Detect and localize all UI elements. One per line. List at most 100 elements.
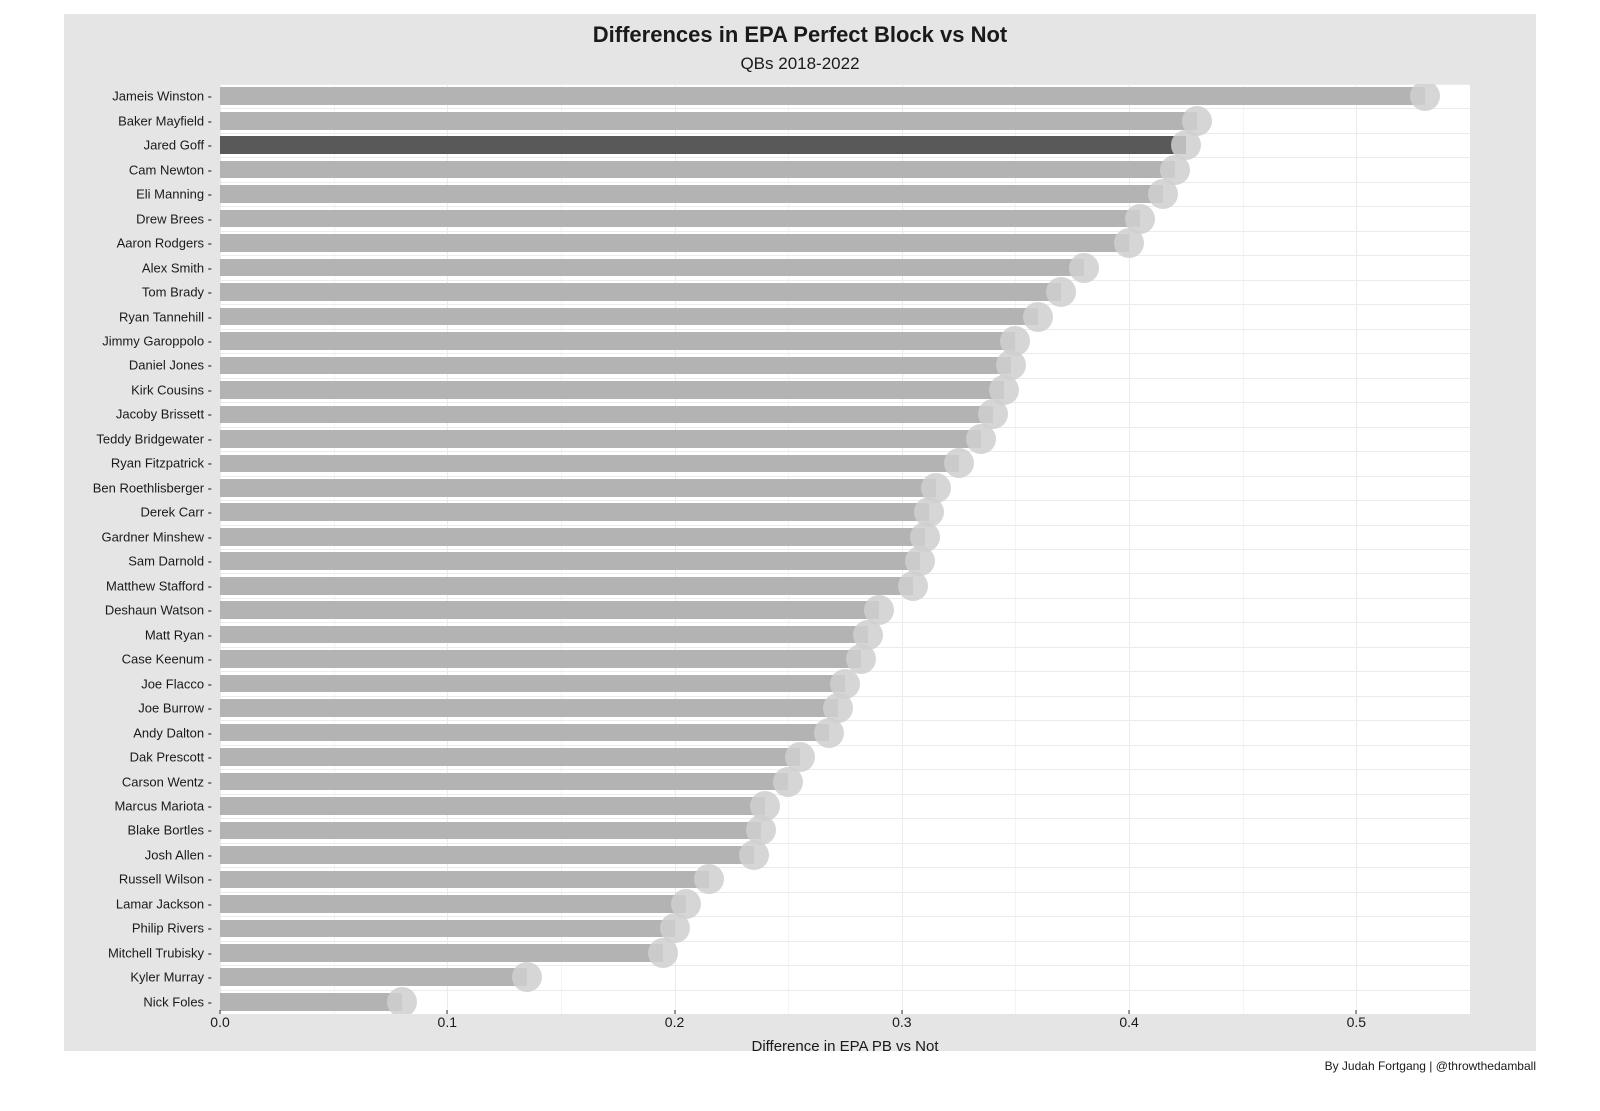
y-axis-label: Joe Flacco - [141, 676, 212, 691]
bar [220, 357, 1011, 375]
y-axis-label: Sam Darnold - [128, 554, 212, 569]
gridline-horizontal [220, 549, 1470, 550]
gridline-horizontal [220, 329, 1470, 330]
y-axis-label: Cam Newton - [129, 162, 212, 177]
y-axis-label: Mitchell Trubisky - [108, 945, 212, 960]
bar-fill [220, 773, 788, 791]
y-axis-label: Eli Manning - [136, 187, 212, 202]
bar [220, 308, 1038, 326]
gridline-horizontal [220, 745, 1470, 746]
y-axis-label: Jimmy Garoppolo - [102, 333, 212, 348]
bar [220, 87, 1425, 105]
y-axis-label: Jared Goff - [144, 138, 212, 153]
bar-end-marker [512, 962, 542, 992]
bar-end-marker [387, 987, 417, 1014]
y-axis-labels: Jameis Winston -Baker Mayfield -Jared Go… [64, 84, 220, 1014]
bar-end-marker [898, 571, 928, 601]
y-axis-label: Tom Brady - [142, 285, 212, 300]
gridline-horizontal [220, 647, 1470, 648]
bar-fill [220, 748, 800, 766]
gridline-horizontal [220, 573, 1470, 574]
gridline-horizontal [220, 622, 1470, 623]
bar-fill [220, 650, 861, 668]
y-axis-label: Derek Carr - [140, 505, 212, 520]
gridline-horizontal [220, 525, 1470, 526]
gridline-horizontal [220, 84, 1470, 85]
chart-credit: By Judah Fortgang | @throwthedamball [1325, 1059, 1536, 1073]
bar-fill [220, 381, 1004, 399]
bar [220, 944, 663, 962]
bar [220, 479, 936, 497]
x-axis-ticks: 0.00.10.20.30.40.5 [220, 1014, 1470, 1038]
bar [220, 797, 765, 815]
bar [220, 455, 959, 473]
y-axis-label: Philip Rivers - [132, 921, 212, 936]
bar [220, 699, 838, 717]
bar-fill [220, 552, 920, 570]
bar-fill [220, 528, 925, 546]
gridline-horizontal [220, 769, 1470, 770]
bar-fill [220, 357, 1011, 375]
bar [220, 675, 845, 693]
bar-fill [220, 479, 936, 497]
gridline-horizontal [220, 206, 1470, 207]
x-tick-label: 0.3 [892, 1014, 911, 1030]
bar [220, 283, 1061, 301]
bar-end-marker [648, 938, 678, 968]
bar [220, 185, 1163, 203]
bar-fill [220, 308, 1038, 326]
x-axis-title: Difference in EPA PB vs Not [220, 1038, 1470, 1055]
bar [220, 406, 993, 424]
bar [220, 332, 1015, 350]
bar-fill [220, 699, 838, 717]
gridline-horizontal [220, 500, 1470, 501]
bar-fill [220, 797, 765, 815]
bar [220, 748, 800, 766]
x-tick-label: 0.4 [1119, 1014, 1138, 1030]
y-axis-label: Joe Burrow - [138, 701, 212, 716]
bar-end-marker [1023, 302, 1053, 332]
bar-fill [220, 430, 981, 448]
chart-subtitle: QBs 2018-2022 [64, 54, 1536, 74]
bar-end-marker [1114, 228, 1144, 258]
gridline-horizontal [220, 965, 1470, 966]
gridline-horizontal [220, 598, 1470, 599]
gridline-horizontal [220, 476, 1470, 477]
gridline-horizontal [220, 818, 1470, 819]
bar-fill [220, 112, 1197, 130]
gridline-horizontal [220, 794, 1470, 795]
chart-title: Differences in EPA Perfect Block vs Not [64, 22, 1536, 48]
bar-end-marker [694, 864, 724, 894]
bar-end-marker [739, 840, 769, 870]
y-axis-label: Lamar Jackson - [116, 896, 212, 911]
bar-fill [220, 968, 527, 986]
gridline-horizontal [220, 108, 1470, 109]
gridline-horizontal [220, 304, 1470, 305]
bar-end-marker [1069, 253, 1099, 283]
y-axis-label: Blake Bortles - [127, 823, 212, 838]
bar [220, 895, 686, 913]
bar-fill [220, 136, 1186, 154]
x-tick-label: 0.1 [438, 1014, 457, 1030]
bar-fill [220, 332, 1015, 350]
y-axis-label: Dak Prescott - [130, 750, 212, 765]
bar-fill [220, 920, 675, 938]
y-axis-label: Ryan Tannehill - [119, 309, 212, 324]
y-axis-label: Case Keenum - [122, 652, 212, 667]
bar-fill [220, 185, 1163, 203]
bar-end-marker [966, 424, 996, 454]
x-tick-label: 0.5 [1347, 1014, 1366, 1030]
gridline-horizontal [220, 941, 1470, 942]
bar-fill [220, 944, 663, 962]
y-axis-label: Deshaun Watson - [105, 603, 212, 618]
y-axis-label: Teddy Bridgewater - [96, 431, 212, 446]
y-axis-label: Matthew Stafford - [106, 578, 212, 593]
bar-fill [220, 871, 709, 889]
bar-fill [220, 675, 845, 693]
y-axis-label: Russell Wilson - [119, 872, 212, 887]
bar-fill [220, 577, 913, 595]
bar-fill [220, 406, 993, 424]
gridline-horizontal [220, 133, 1470, 134]
y-axis-label: Jacoby Brissett - [116, 407, 212, 422]
y-axis-label: Kirk Cousins - [131, 382, 212, 397]
